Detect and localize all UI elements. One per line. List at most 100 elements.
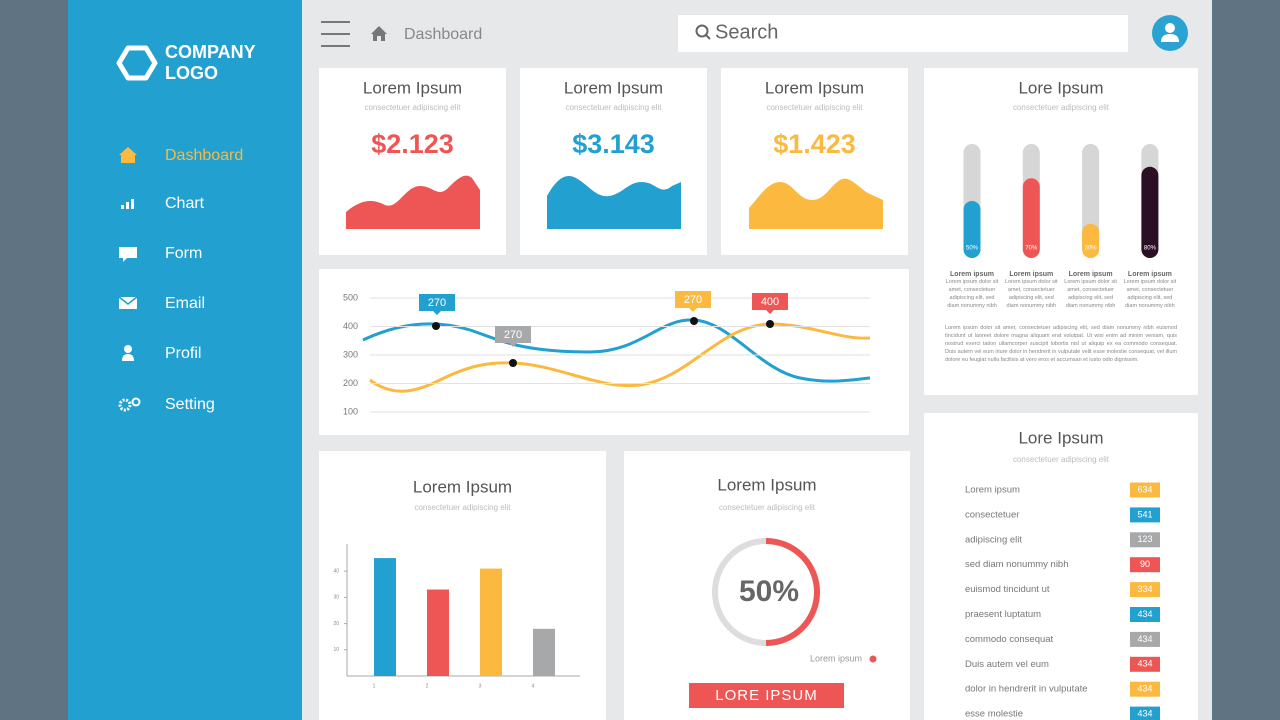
sidebar [68, 0, 302, 720]
list-label: Lorem ipsum [965, 485, 1020, 496]
card-title: Lorem Ipsum [363, 78, 462, 97]
area-shape [547, 176, 681, 229]
nav-item[interactable]: Chart [165, 195, 205, 212]
list-label: Duis autem vel eum [965, 659, 1049, 670]
nav-icon [118, 296, 138, 305]
donut-label: 50% [739, 575, 799, 608]
card-title: Lorem Ipsum [717, 475, 816, 494]
nav-icon [126, 202, 129, 209]
list-badge [1130, 532, 1160, 548]
logo-text: COMPANY [165, 42, 256, 62]
progress-text: Lorem ipsum dolor sit amet, consectetuer… [1005, 279, 1058, 309]
progress-value-label: 50% [966, 246, 979, 252]
nav-icon [131, 199, 134, 209]
card-title: Lorem Ipsum [413, 477, 512, 496]
callout-label: 270 [504, 329, 522, 341]
line-curve [362, 318, 871, 383]
nav-icon [119, 247, 137, 262]
callout-box [419, 294, 455, 311]
nav-item[interactable]: Setting [165, 396, 215, 413]
stat-value: $3.143 [572, 129, 655, 159]
callout-pointer [689, 308, 697, 312]
list-badge [1130, 631, 1160, 647]
card-subtitle: consectetuer adipiscing elit [1013, 103, 1110, 112]
list-value: 541 [1137, 509, 1152, 519]
area-shape [346, 175, 480, 229]
nav-item[interactable]: Email [165, 295, 205, 312]
progress-value-label: 30% [1085, 246, 1098, 252]
bar [533, 628, 555, 676]
search-icon [705, 34, 711, 40]
y-tick-label: 200 [343, 378, 358, 388]
button[interactable] [689, 683, 844, 708]
menu-icon[interactable] [321, 21, 350, 47]
stat-value: $2.123 [371, 129, 454, 159]
list-badge [1130, 507, 1160, 523]
card-title: Lore Ipsum [1018, 428, 1103, 447]
card-title: Lorem Ipsum [765, 78, 864, 97]
y-tick-label: 20 [333, 621, 339, 627]
logo-text: LOGO [165, 63, 218, 83]
search-box[interactable] [678, 15, 1128, 52]
list-value: 90 [1140, 559, 1150, 569]
card-title: Lore Ipsum [1018, 78, 1103, 97]
y-tick-label: 500 [343, 292, 358, 302]
callout-label: 270 [428, 297, 446, 309]
list-value: 434 [1137, 634, 1152, 644]
search-icon [695, 24, 709, 38]
list-badge [1130, 582, 1160, 598]
legend-dot [869, 655, 877, 663]
bar [374, 558, 396, 676]
progress-paragraph: Lorem ipsum dolor sit amet, consectetuer… [945, 325, 1177, 363]
list-badge [1130, 656, 1160, 672]
point [509, 359, 517, 367]
list-value: 434 [1137, 684, 1152, 694]
list-label: consectetuer [965, 509, 1019, 520]
card [319, 451, 606, 720]
nav-item[interactable]: Form [165, 245, 202, 262]
list-label: commodo consequat [965, 634, 1054, 645]
list-label: euismod tincidunt ut [965, 584, 1050, 595]
list-value: 123 [1137, 534, 1152, 544]
legend-label: Lorem ipsum [810, 653, 862, 663]
logo-icon [116, 45, 158, 81]
progress-text: Lorem ipsum dolor sit amet, consectetuer… [1123, 279, 1177, 309]
progress-fill [1022, 178, 1040, 258]
nav-item[interactable]: Dashboard [165, 147, 243, 164]
progress-label: Lorem ipsum [1069, 271, 1113, 278]
nav-icon [122, 354, 134, 361]
stat-value: $1.423 [773, 129, 856, 159]
breadcrumb[interactable]: Dashboard [404, 26, 482, 43]
list-badge [1130, 482, 1160, 498]
button-label[interactable]: LORE IPSUM [715, 687, 818, 704]
card-subtitle: consectetuer adipiscing elit [565, 103, 662, 112]
list-value: 434 [1137, 609, 1152, 619]
list-label: sed diam nonummy nibh [965, 559, 1069, 570]
y-tick-label: 10 [333, 647, 339, 653]
progress-label: Lorem ipsum [1128, 271, 1172, 278]
list-value: 434 [1137, 659, 1152, 669]
point [766, 320, 774, 328]
callout-label: 400 [761, 296, 779, 308]
progress-value-label: 70% [1025, 246, 1038, 252]
home-icon[interactable] [371, 26, 387, 41]
card-subtitle: consectetuer adipiscing elit [719, 503, 816, 512]
card-subtitle: consectetuer adipiscing elit [1013, 455, 1110, 464]
progress-label: Lorem ipsum [1009, 271, 1053, 278]
progress-label: Lorem ipsum [950, 271, 994, 278]
nav-icon [118, 398, 132, 412]
nav-icon [124, 345, 132, 353]
area-shape [749, 178, 883, 229]
point [432, 322, 440, 330]
card [319, 269, 909, 435]
search-placeholder[interactable]: Search [715, 21, 778, 43]
list-label: adipiscing elit [965, 534, 1022, 545]
list-label: dolor in hendrerit in vulputate [965, 684, 1088, 695]
list-badge [1130, 607, 1160, 622]
nav-item[interactable]: Profil [165, 345, 201, 362]
x-tick-label: 3 [479, 683, 482, 689]
list-value: 434 [1137, 708, 1152, 718]
bar [427, 589, 449, 676]
nav-icon [119, 147, 137, 163]
